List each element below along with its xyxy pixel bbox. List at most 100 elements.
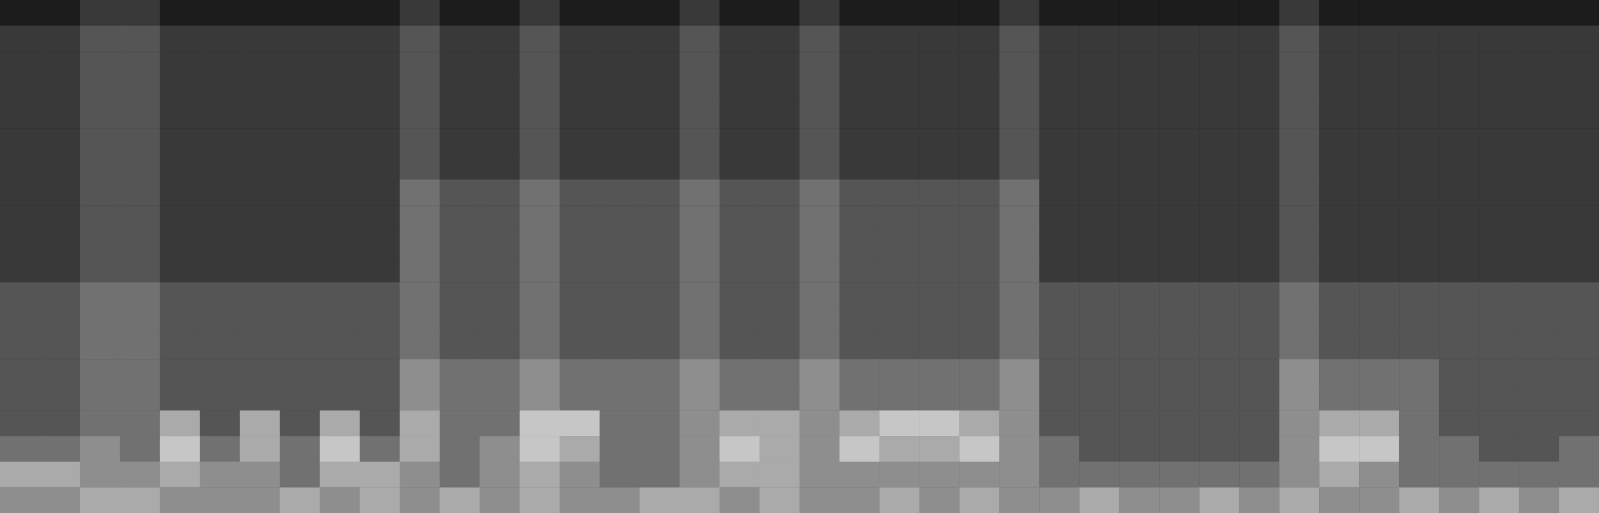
heatmap-cell [240, 333, 280, 359]
heatmap-cell [1079, 282, 1119, 308]
heatmap-cell [560, 282, 600, 308]
heatmap-cell [1079, 308, 1119, 334]
heatmap-cell [919, 257, 959, 283]
heatmap-cell [1119, 180, 1159, 206]
heatmap-cell [1119, 103, 1159, 129]
heatmap-cell [0, 308, 40, 334]
heatmap-cell [1319, 103, 1359, 129]
heatmap-cell [760, 410, 800, 436]
heatmap-cell [919, 410, 959, 436]
heatmap-cell [959, 128, 999, 154]
heatmap-cell [560, 77, 600, 103]
heatmap-cell [680, 77, 720, 103]
heatmap-cell [1039, 26, 1079, 52]
heatmap-cell [839, 282, 879, 308]
heatmap-cell [560, 103, 600, 129]
heatmap-cell [720, 487, 760, 513]
heatmap-cell [600, 257, 640, 283]
heatmap-cell [640, 385, 680, 411]
heatmap-cell [1399, 51, 1439, 77]
heatmap-cell [200, 103, 240, 129]
heatmap-cell [1239, 77, 1279, 103]
heatmap-cell [1479, 154, 1519, 180]
heatmap-cell [959, 333, 999, 359]
heatmap-cell [640, 51, 680, 77]
heatmap-cell [1479, 436, 1519, 462]
heatmap-cell [1039, 257, 1079, 283]
heatmap-cell [839, 128, 879, 154]
heatmap-cell [480, 26, 520, 52]
heatmap-cell [1319, 462, 1359, 488]
heatmap-cell [1159, 103, 1199, 129]
heatmap-cell [879, 26, 919, 52]
heatmap-cell [919, 231, 959, 257]
heatmap-cell [160, 103, 200, 129]
heatmap-cell [560, 359, 600, 385]
heatmap-cell [200, 308, 240, 334]
heatmap-cell [999, 103, 1039, 129]
chart [0, 0, 1599, 513]
heatmap-cell [400, 103, 440, 129]
heatmap-cell [1079, 51, 1119, 77]
heatmap-cell [999, 436, 1039, 462]
heatmap-cell [800, 26, 840, 52]
heatmap-cell [1239, 180, 1279, 206]
heatmap-cell [1039, 180, 1079, 206]
heatmap-cell [40, 231, 80, 257]
heatmap-cell [879, 180, 919, 206]
heatmap-cell [520, 205, 560, 231]
heatmap-cell [360, 410, 400, 436]
heatmap-cell [80, 205, 120, 231]
heatmap-cell [1519, 282, 1559, 308]
heatmap-cell [480, 436, 520, 462]
heatmap-cell [1399, 282, 1439, 308]
heatmap-cell [720, 154, 760, 180]
heatmap-cell [80, 154, 120, 180]
heatmap-cell [1239, 308, 1279, 334]
heatmap-cell [200, 385, 240, 411]
heatmap-cell [1159, 257, 1199, 283]
heatmap-cell [240, 436, 280, 462]
heatmap-cell [80, 51, 120, 77]
heatmap-cell [999, 257, 1039, 283]
heatmap-cell [120, 385, 160, 411]
heatmap-cell [280, 180, 320, 206]
heatmap-cell [400, 282, 440, 308]
heatmap-cell [440, 385, 480, 411]
heatmap-cell [720, 333, 760, 359]
heatmap-cell [200, 257, 240, 283]
heatmap-cell [720, 103, 760, 129]
heatmap-cell [1319, 231, 1359, 257]
heatmap-cell [440, 103, 480, 129]
heatmap-cell [120, 410, 160, 436]
heatmap-cell [1199, 487, 1239, 513]
heatmap-cell [200, 487, 240, 513]
heatmap-cell [1239, 487, 1279, 513]
heatmap-cell [720, 436, 760, 462]
heatmap-cell [240, 385, 280, 411]
heatmap-cell [1199, 51, 1239, 77]
heatmap-cell [600, 26, 640, 52]
heatmap-cell [680, 128, 720, 154]
heatmap-cell [800, 462, 840, 488]
heatmap-cell [520, 128, 560, 154]
heatmap-cell [440, 231, 480, 257]
heatmap-cell [720, 128, 760, 154]
heatmap-cell [200, 0, 240, 26]
heatmap-cell [959, 231, 999, 257]
heatmap-cell [1079, 487, 1119, 513]
heatmap-cell [480, 231, 520, 257]
heatmap-cell [839, 0, 879, 26]
heatmap-cell [1359, 103, 1399, 129]
heatmap-cell [320, 205, 360, 231]
heatmap-cell [1079, 26, 1119, 52]
heatmap-cell [120, 282, 160, 308]
heatmap-cell [400, 0, 440, 26]
heatmap-cell [720, 0, 760, 26]
heatmap-cell [1519, 359, 1559, 385]
heatmap-cell [1519, 385, 1559, 411]
heatmap-cell [839, 103, 879, 129]
heatmap-cell [40, 180, 80, 206]
heatmap-cell [1399, 487, 1439, 513]
heatmap-cell [1239, 0, 1279, 26]
